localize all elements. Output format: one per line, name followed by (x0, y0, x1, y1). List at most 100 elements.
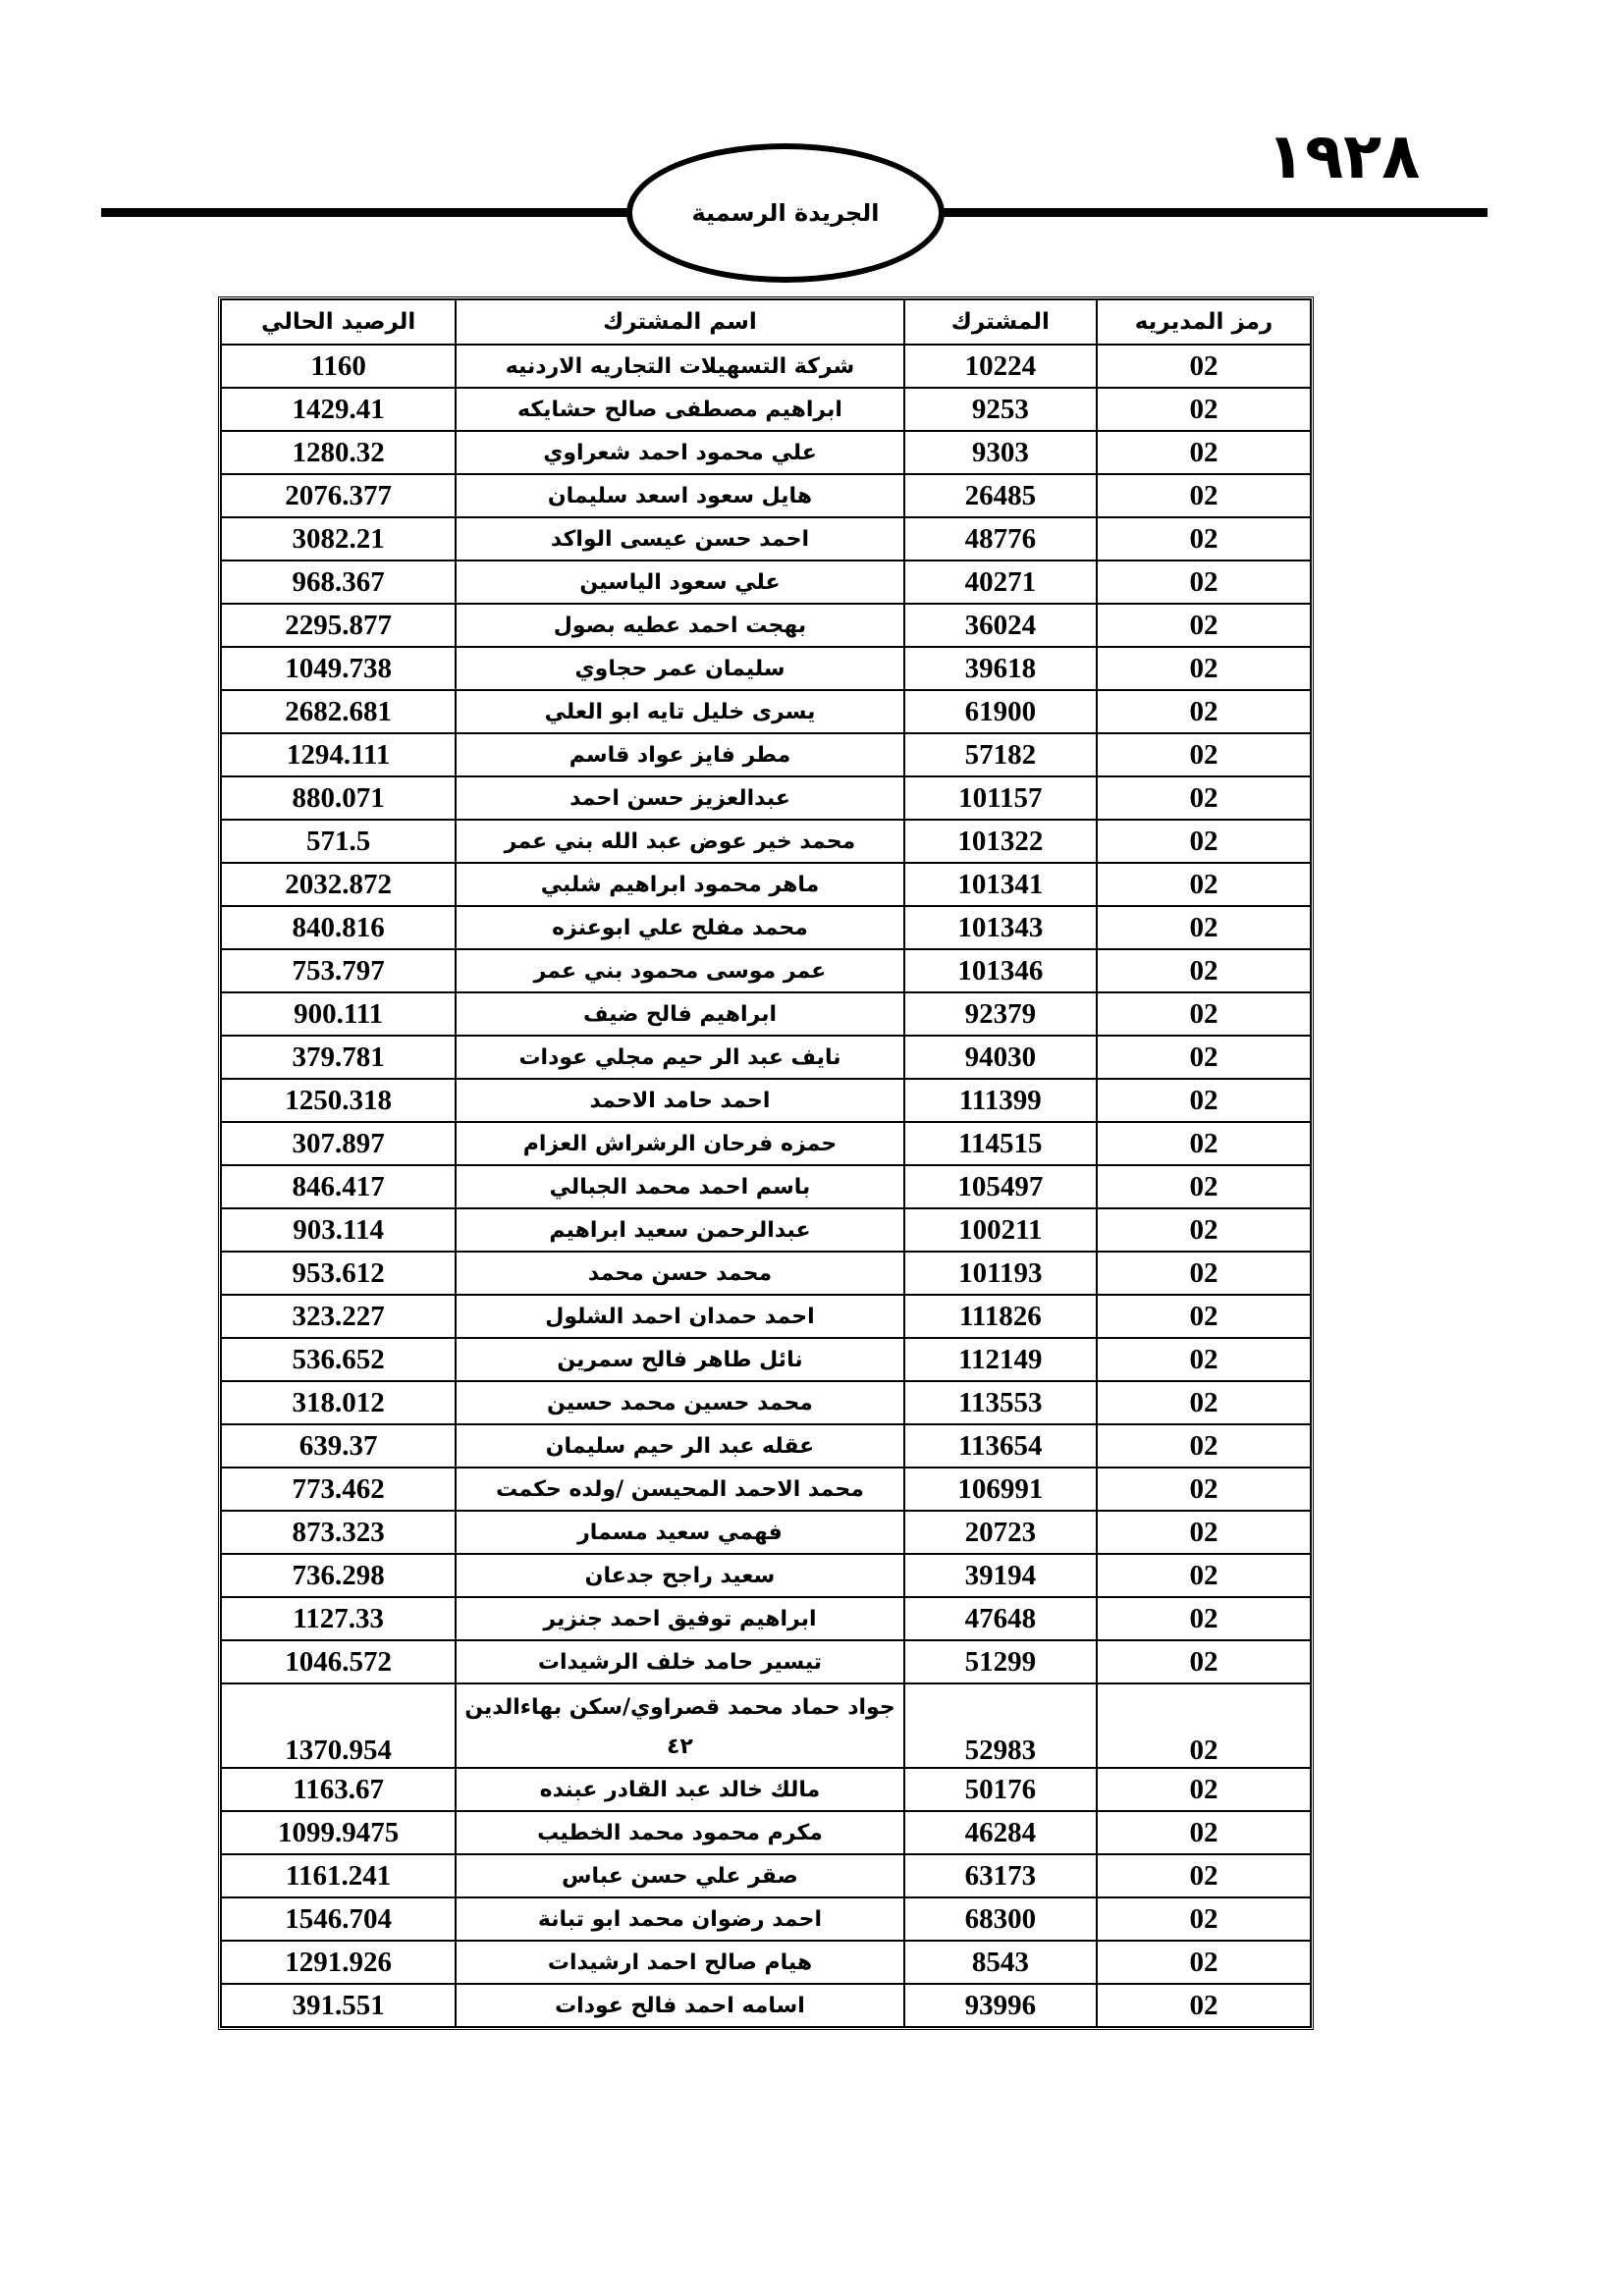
table-row: 02 50176 مالك خالد عبد القادر عبنده 1163.67 (221, 1768, 1311, 1811)
subscriber-number-cell: 39194 (903, 1554, 1097, 1597)
current-balance-cell: 1160 (221, 345, 457, 388)
directorate-code-cell: 02 (1096, 561, 1311, 604)
subscriber-number-cell: 26485 (903, 474, 1097, 517)
current-balance-cell: 323.227 (221, 1295, 457, 1338)
subscriber-number-cell: 40271 (903, 561, 1097, 604)
directorate-code-cell: 02 (1096, 1252, 1311, 1295)
table-row: 02 51299 تيسير حامد خلف الرشيدات 1046.572 (221, 1640, 1311, 1683)
table-row: 02 93996 اسامه احمد فالح عودات 391.551 (221, 1984, 1311, 2027)
directorate-code-cell: 02 (1096, 1854, 1311, 1897)
current-balance-cell: 1546.704 (221, 1897, 457, 1941)
subscriber-number-cell: 39618 (903, 647, 1097, 690)
subscriber-number-cell: 52983 (903, 1683, 1097, 1768)
subscriber-name-cell: حمزه فرحان الرشراش العزام (456, 1122, 904, 1165)
subscriber-name-cell: احمد حسن عيسى الواكد (456, 517, 904, 561)
subscriber-number-cell: 101193 (903, 1252, 1097, 1295)
gazette-title: الجريدة الرسمية (691, 199, 880, 227)
subscriber-number-cell: 111826 (903, 1295, 1097, 1338)
directorate-code-cell: 02 (1096, 992, 1311, 1036)
directorate-code-cell: 02 (1096, 1683, 1311, 1768)
subscriber-name-cell: سعيد راجح جدعان (456, 1554, 904, 1597)
directorate-code-cell: 02 (1096, 1554, 1311, 1597)
subscriber-number-cell: 113654 (903, 1424, 1097, 1468)
subscriber-name-cell: ابراهيم فالح ضيف (456, 992, 904, 1036)
current-balance-cell: 903.114 (221, 1208, 457, 1252)
subscriber-name-cell: مكرم محمود محمد الخطيب (456, 1811, 904, 1854)
directorate-code-cell: 02 (1096, 1381, 1311, 1424)
table-row: 02 101322 محمد خير عوض عبد الله بني عمر 571… (221, 820, 1311, 863)
directorate-code-cell: 02 (1096, 647, 1311, 690)
table-row: 02 101193 محمد حسن محمد 953.612 (221, 1252, 1311, 1295)
directorate-code-cell: 02 (1096, 1295, 1311, 1338)
subscriber-number-cell: 36024 (903, 604, 1097, 647)
table-row: 02 101157 عبدالعزيز حسن احمد 880.071 (221, 776, 1311, 820)
directorate-code-cell: 02 (1096, 1984, 1311, 2027)
subscriber-number-cell: 113553 (903, 1381, 1097, 1424)
table-row: 02 36024 بهجت احمد عطيه بصول 2295.877 (221, 604, 1311, 647)
subscriber-number-cell: 92379 (903, 992, 1097, 1036)
subscriber-number-cell: 57182 (903, 733, 1097, 776)
directorate-code-cell: 02 (1096, 1036, 1311, 1079)
current-balance-cell: 840.816 (221, 906, 457, 949)
header-subscriber: المشترك (903, 299, 1097, 345)
subscriber-name-cell: محمد مفلح علي ابوعنزه (456, 906, 904, 949)
table-row: 02 9253 ابراهيم مصطفى صالح حشايكه 1429.41 (221, 388, 1311, 431)
table-row: 02 101346 عمر موسى محمود بني عمر 753.797 (221, 949, 1311, 992)
current-balance-cell: 1429.41 (221, 388, 457, 431)
subscriber-name-cell: عقله عبد الر حيم سليمان (456, 1424, 904, 1468)
current-balance-cell: 753.797 (221, 949, 457, 992)
directorate-code-cell: 02 (1096, 820, 1311, 863)
directorate-code-cell: 02 (1096, 604, 1311, 647)
current-balance-cell: 379.781 (221, 1036, 457, 1079)
subscriber-number-cell: 51299 (903, 1640, 1097, 1683)
table-row: 02 8543 هيام صالح احمد ارشيدات 1291.926 (221, 1941, 1311, 1984)
subscriber-name-cell: مطر فايز عواد قاسم (456, 733, 904, 776)
subscriber-name-cell: عمر موسى محمود بني عمر (456, 949, 904, 992)
table-row: 02 101343 محمد مفلح علي ابوعنزه 840.816 (221, 906, 1311, 949)
subscriber-name-cell: تيسير حامد خلف الرشيدات (456, 1640, 904, 1683)
current-balance-cell: 1280.32 (221, 431, 457, 474)
current-balance-cell: 2682.681 (221, 690, 457, 733)
directorate-code-cell: 02 (1096, 776, 1311, 820)
current-balance-cell: 2032.872 (221, 863, 457, 906)
directorate-code-cell: 02 (1096, 1208, 1311, 1252)
subscriber-name-cell: علي سعود الياسين (456, 561, 904, 604)
subscriber-name-cell: بهجت احمد عطيه بصول (456, 604, 904, 647)
current-balance-cell: 1127.33 (221, 1597, 457, 1640)
subscriber-name-cell: محمد خير عوض عبد الله بني عمر (456, 820, 904, 863)
subscriber-name-cell: هيام صالح احمد ارشيدات (456, 1941, 904, 1984)
subscriber-name-cell: نايف عبد الر حيم مجلي عودات (456, 1036, 904, 1079)
subscriber-name-cell: محمد حسن محمد (456, 1252, 904, 1295)
current-balance-cell: 953.612 (221, 1252, 457, 1295)
subscriber-number-cell: 94030 (903, 1036, 1097, 1079)
directorate-code-cell: 02 (1096, 1079, 1311, 1122)
subscriber-name-cell: يسرى خليل تايه ابو العلي (456, 690, 904, 733)
current-balance-cell: 571.5 (221, 820, 457, 863)
page-number: ١٩٢٨ (1267, 121, 1421, 193)
table-row: 02 46284 مكرم محمود محمد الخطيب 1099.9475 (221, 1811, 1311, 1854)
subscriber-name-cell: ابراهيم توفيق احمد جنزير (456, 1597, 904, 1640)
subscriber-number-cell: 112149 (903, 1338, 1097, 1381)
table-header-row: رمز المديريه المشترك اسم المشترك الرصيد … (221, 299, 1311, 345)
directorate-code-cell: 02 (1096, 906, 1311, 949)
subscriber-name-cell: محمد حسين محمد حسين (456, 1381, 904, 1424)
table-row: 02 63173 صقر علي حسن عباس 1161.241 (221, 1854, 1311, 1897)
current-balance-cell: 1163.67 (221, 1768, 457, 1811)
subscriber-number-cell: 8543 (903, 1941, 1097, 1984)
subscriber-name-cell: عبدالعزيز حسن احمد (456, 776, 904, 820)
directorate-code-cell: 02 (1096, 1811, 1311, 1854)
subscriber-name-cell: هايل سعود اسعد سليمان (456, 474, 904, 517)
table-row: 02 47648 ابراهيم توفيق احمد جنزير 1127.33 (221, 1597, 1311, 1640)
directorate-code-cell: 02 (1096, 1338, 1311, 1381)
table-row: 02 112149 نائل طاهر فالح سمرين 536.652 (221, 1338, 1311, 1381)
current-balance-cell: 1099.9475 (221, 1811, 457, 1854)
subscriber-number-cell: 46284 (903, 1811, 1097, 1854)
header-directorate-code: رمز المديريه (1096, 299, 1311, 345)
subscriber-name-cell: علي محمود احمد شعراوي (456, 431, 904, 474)
table-row: 02 10224 شركة التسهيلات التجاريه الاردنيه 1… (221, 345, 1311, 388)
table-row: 02 48776 احمد حسن عيسى الواكد 3082.21 (221, 517, 1311, 561)
subscriber-name-cell: ابراهيم مصطفى صالح حشايكه (456, 388, 904, 431)
table-row: 02 106991 محمد الاحمد المحيسن /ولده حكمت 77… (221, 1468, 1311, 1511)
directorate-code-cell: 02 (1096, 1768, 1311, 1811)
table-row: 02 101341 ماهر محمود ابراهيم شلبي 2032.872 (221, 863, 1311, 906)
